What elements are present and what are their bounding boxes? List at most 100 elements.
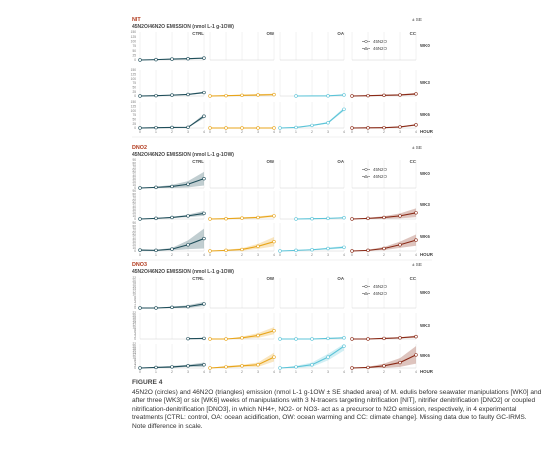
data-point [398, 125, 402, 129]
data-point [414, 211, 418, 215]
data-point [272, 126, 276, 130]
column-header-cc: CC [410, 31, 417, 36]
legend-label: 45N2O [373, 167, 387, 172]
x-tick-label: 2 [383, 130, 385, 134]
data-point [310, 216, 314, 221]
panel-ctrl-wk0 [138, 32, 206, 62]
x-tick-label: 1 [295, 370, 297, 374]
y-tick-label: 20 [132, 314, 136, 318]
y-tick-label: 22 [132, 342, 136, 346]
data-point [382, 93, 386, 98]
x-tick-label: 3 [257, 370, 259, 374]
data-point [382, 336, 386, 341]
data-point [326, 216, 330, 221]
y-tick-label: 150 [131, 100, 137, 104]
y-tick-label: 4 [134, 362, 136, 366]
data-point [138, 58, 142, 62]
block-subtitle: 45N2O/46N2O EMISSION (nmol L-1 g-1OW) [132, 24, 234, 30]
data-point [202, 363, 206, 367]
data-point [170, 57, 174, 61]
data-point [240, 126, 244, 130]
panel-ctrl-wk6 [138, 223, 206, 253]
legend-label: 46N2O [373, 291, 387, 296]
y-tick-label: 2 [134, 303, 136, 307]
block-subtitle: 45N2O/46N2O EMISSION (nmol L-1 g-1OW) [132, 269, 234, 275]
x-tick-label: 2 [311, 370, 313, 374]
data-point [414, 334, 418, 339]
data-point [326, 246, 330, 251]
x-tick-label: 4 [203, 370, 205, 374]
data-point [342, 336, 346, 340]
panel-ow-wk3 [208, 70, 276, 98]
y-tick-label: 40 [132, 174, 136, 178]
x-tick-label: 4 [415, 253, 417, 257]
data-point [186, 92, 190, 97]
panel-ctrl-wk6 [138, 102, 206, 130]
y-tick-label: 0 [134, 58, 136, 62]
y-tick-label: 10 [132, 293, 136, 297]
data-point [186, 182, 190, 186]
data-point [272, 214, 276, 218]
column-header-ow: OW [266, 31, 274, 36]
data-point [272, 355, 276, 359]
y-tick-label: 20 [132, 211, 136, 215]
panel-cc-wk6 [350, 223, 418, 253]
x-tick-label: 1 [155, 130, 157, 134]
data-point [382, 364, 386, 368]
x-tick-label: 4 [415, 130, 417, 134]
data-point [240, 247, 244, 252]
data-point [138, 217, 142, 221]
y-tick-label: 70 [132, 227, 136, 231]
data-point [186, 56, 190, 61]
y-tick-label: 2 [134, 364, 136, 368]
y-tick-label: 125 [131, 35, 137, 39]
y-tick-label: 6 [134, 360, 136, 364]
data-point [154, 306, 158, 310]
panel-cc-wk0 [351, 278, 417, 309]
y-tick-label: 0 [134, 217, 136, 221]
data-point [350, 217, 354, 221]
data-point [350, 126, 354, 130]
y-tick-label: 50 [132, 118, 136, 122]
y-tick-label: 8 [134, 357, 136, 361]
data-point [170, 305, 174, 310]
y-tick-label: 12 [132, 290, 136, 294]
x-tick-label: 0 [139, 370, 141, 374]
data-point [186, 125, 190, 130]
legend-label: 46N2O [373, 46, 387, 51]
data-point [398, 214, 402, 218]
y-tick-label: 8 [134, 295, 136, 299]
panel-ctrl-wk3 [139, 313, 206, 341]
y-tick-label: 0 [134, 186, 136, 190]
x-tick-label: 1 [225, 130, 227, 134]
y-tick-label: 4 [134, 301, 136, 305]
y-tick-label: 30 [132, 177, 136, 181]
data-point [186, 243, 190, 247]
y-tick-label: 80 [132, 224, 136, 228]
y-tick-label: 18 [132, 347, 136, 351]
panel-ow-wk6 [208, 223, 276, 253]
panel-ow-wk6 [208, 102, 276, 130]
data-point [278, 337, 282, 341]
panel-ow-wk0 [209, 278, 275, 309]
x-tick-label: 3 [327, 370, 329, 374]
data-point [310, 363, 314, 367]
y-tick-label: 16 [132, 349, 136, 353]
y-tick-label: 4 [134, 332, 136, 336]
y-tick-label: 0 [134, 366, 136, 370]
panel-cc-wk6 [350, 102, 418, 130]
panel-ctrl-wk0 [138, 160, 206, 190]
data-point [138, 248, 142, 252]
legend-entry: 45N2O [362, 39, 387, 44]
y-tick-label: 50 [132, 171, 136, 175]
legend-entry: 46N2O [362, 174, 387, 179]
y-tick-label: 100 [131, 77, 137, 81]
y-tick-label: 14 [132, 287, 136, 291]
data-point [398, 336, 402, 340]
series-line-oa [295, 217, 345, 220]
panel-oa-wk0 [279, 32, 345, 61]
y-tick-label: 20 [132, 243, 136, 247]
data-point [326, 94, 330, 98]
data-point [278, 249, 282, 253]
data-point [240, 336, 244, 340]
